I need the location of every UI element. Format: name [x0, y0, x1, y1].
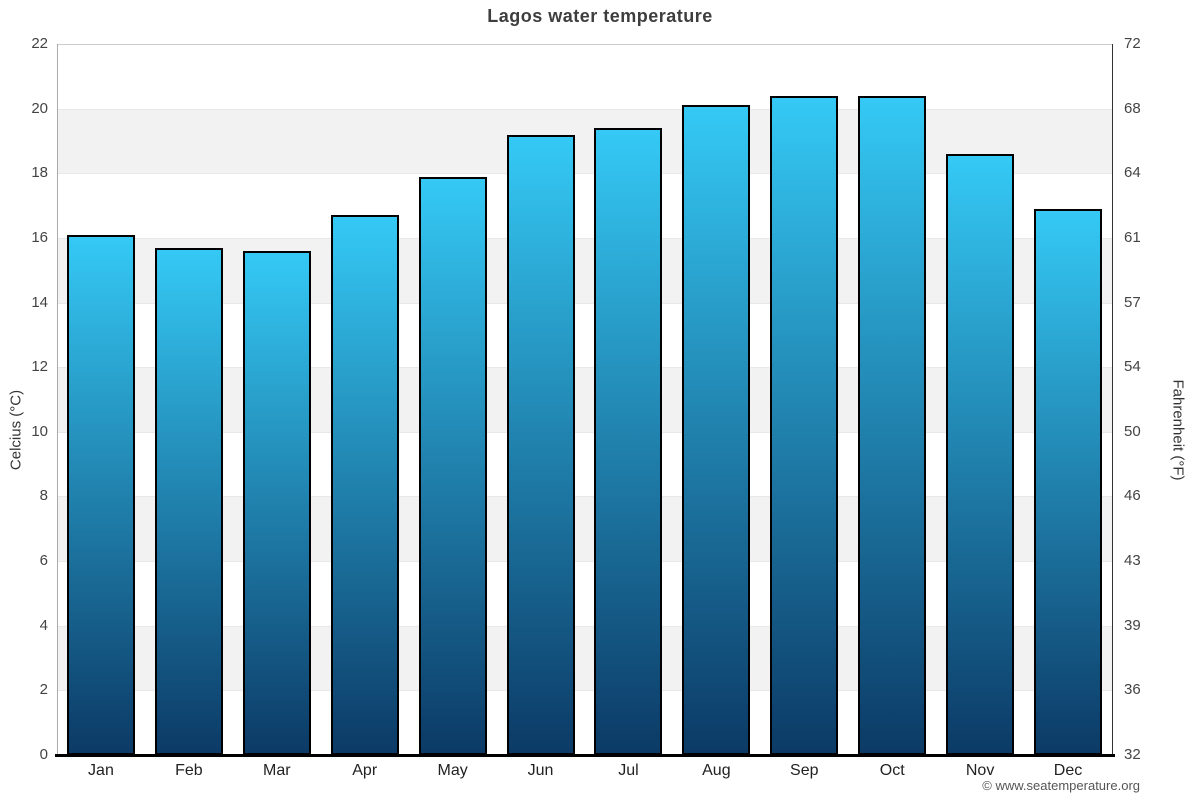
bar-jul[interactable]	[594, 128, 663, 755]
bar-oct[interactable]	[858, 95, 927, 755]
right-axis-line	[1112, 44, 1113, 755]
background-band	[57, 431, 1112, 497]
month-label-aug: Aug	[702, 762, 731, 779]
month-label-mar: Mar	[263, 762, 291, 779]
fahrenheit-tick-label: 36	[1124, 681, 1141, 699]
background-band	[57, 44, 1112, 109]
month-label-oct: Oct	[879, 762, 905, 779]
fahrenheit-tick-label: 39	[1124, 616, 1141, 634]
gridline	[57, 108, 1112, 110]
gridline	[57, 237, 1112, 239]
celsius-tick-label: 18	[31, 164, 48, 182]
celsius-tick-label: 22	[31, 35, 48, 52]
fahrenheit-tick-label: 43	[1124, 552, 1141, 570]
month-label-jul: Jul	[618, 762, 639, 779]
gridline	[57, 431, 1112, 433]
bar-may[interactable]	[418, 176, 487, 755]
gridline	[57, 302, 1112, 304]
chart-title: Lagos water temperature	[487, 6, 713, 26]
bar-nov[interactable]	[946, 153, 1015, 755]
background-band	[57, 237, 1112, 303]
month-label-may: May	[437, 762, 468, 779]
fahrenheit-tick-label: 32	[1124, 746, 1141, 763]
gridline	[57, 496, 1112, 498]
background-band	[57, 302, 1112, 368]
plot-area	[57, 44, 1112, 755]
bar-jan[interactable]	[66, 234, 135, 755]
fahrenheit-tick-label: 72	[1124, 35, 1141, 52]
celsius-tick-label: 8	[39, 487, 48, 505]
gridline	[57, 625, 1112, 627]
bar-mar[interactable]	[242, 250, 311, 755]
month-label-jan: Jan	[88, 762, 114, 779]
background-band	[57, 173, 1112, 238]
gridline	[57, 367, 1112, 369]
gridline	[57, 561, 1112, 563]
background-band	[57, 108, 1112, 174]
background-band	[57, 367, 1112, 432]
fahrenheit-tick-label: 61	[1124, 228, 1141, 246]
fahrenheit-tick-label: 68	[1124, 99, 1141, 117]
background-band	[57, 625, 1112, 691]
bar-jun[interactable]	[506, 134, 575, 755]
fahrenheit-tick-label: 54	[1124, 358, 1141, 376]
background-band	[57, 690, 1112, 755]
background-band	[57, 561, 1112, 626]
month-label-nov: Nov	[965, 762, 995, 779]
bottom-axis-line	[55, 754, 1115, 757]
celsius-tick-label: 4	[39, 616, 48, 634]
fahrenheit-tick-label: 57	[1124, 293, 1141, 311]
fahrenheit-tick-label: 64	[1124, 164, 1141, 182]
celsius-tick-label: 2	[39, 681, 48, 699]
month-label-jun: Jun	[527, 762, 554, 779]
celsius-tick-label: 6	[39, 552, 48, 570]
celsius-tick-label: 20	[31, 99, 48, 117]
month-label-dec: Dec	[1053, 762, 1083, 779]
background-band	[57, 496, 1112, 562]
celsius-tick-label: 16	[31, 228, 48, 246]
bar-sep[interactable]	[770, 95, 839, 755]
copyright-credit: © www.seatemperature.org	[982, 778, 1140, 793]
left-axis-line	[57, 44, 58, 755]
month-label-apr: Apr	[352, 762, 378, 779]
celsius-tick-label: 14	[31, 293, 48, 311]
month-label-feb: Feb	[175, 762, 203, 779]
gridline	[57, 173, 1112, 175]
bar-aug[interactable]	[682, 105, 751, 755]
fahrenheit-tick-label: 50	[1124, 422, 1141, 440]
gridline	[57, 690, 1112, 692]
bar-feb[interactable]	[154, 247, 223, 755]
fahrenheit-tick-label: 46	[1124, 487, 1141, 505]
month-label-sep: Sep	[790, 762, 819, 779]
celsius-tick-label: 12	[31, 358, 48, 376]
celsius-tick-label: 10	[31, 422, 48, 440]
bar-dec[interactable]	[1034, 208, 1103, 755]
gridline	[57, 44, 1112, 45]
celsius-tick-label: 0	[39, 746, 48, 763]
bar-apr[interactable]	[330, 215, 399, 755]
